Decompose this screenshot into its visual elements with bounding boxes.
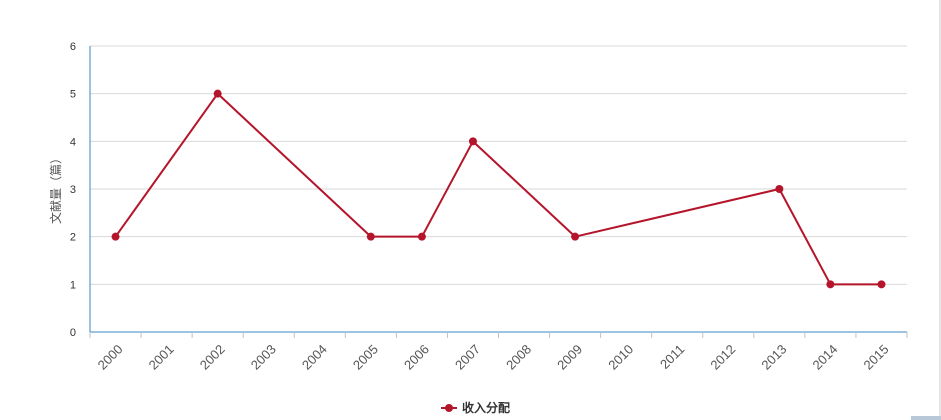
data-point[interactable] bbox=[417, 232, 426, 241]
axes bbox=[89, 46, 908, 338]
y-tick-label: 2 bbox=[70, 232, 76, 244]
x-tick-label: 2001 bbox=[146, 342, 177, 373]
x-tick-label: 2006 bbox=[401, 342, 432, 373]
x-tick-labels: 2000 2001 2002 2003 2004 2005 2006 2007 2008 2009… bbox=[95, 342, 892, 373]
x-tick-label: 2010 bbox=[605, 342, 636, 373]
y-tick-label: 3 bbox=[70, 184, 76, 196]
data-point[interactable] bbox=[111, 232, 120, 241]
legend[interactable]: 收入分配 bbox=[441, 400, 510, 415]
data-point[interactable] bbox=[571, 232, 580, 241]
y-tick-label: 1 bbox=[70, 279, 76, 291]
y-tick-label: 5 bbox=[70, 89, 76, 101]
x-tick-label: 2011 bbox=[657, 342, 687, 372]
y-tick-label: 4 bbox=[70, 136, 76, 148]
x-tick-label: 2002 bbox=[197, 342, 228, 373]
x-tick-label: 2013 bbox=[758, 342, 789, 373]
x-tick-label: 2003 bbox=[248, 342, 279, 373]
x-tick-label: 2015 bbox=[861, 342, 892, 373]
y-tick-label: 6 bbox=[70, 41, 76, 53]
data-point[interactable] bbox=[775, 185, 784, 193]
series-layer bbox=[111, 89, 886, 289]
data-point[interactable] bbox=[877, 280, 886, 289]
legend-marker-icon bbox=[445, 404, 453, 412]
x-tick-label: 2014 bbox=[809, 342, 840, 373]
corner-mark bbox=[911, 416, 941, 420]
x-tick-label: 2005 bbox=[350, 342, 381, 373]
data-point[interactable] bbox=[213, 89, 222, 98]
grid-lines bbox=[90, 45, 907, 285]
legend-label: 收入分配 bbox=[462, 400, 510, 415]
y-tick-label: 0 bbox=[70, 327, 76, 339]
y-axis-label: 文献量（篇） bbox=[48, 152, 63, 224]
right-border bbox=[939, 0, 941, 420]
x-tick-label: 2009 bbox=[554, 342, 585, 373]
x-tick-label: 2004 bbox=[299, 342, 330, 373]
x-tick-label: 2008 bbox=[503, 342, 534, 373]
data-point[interactable] bbox=[826, 280, 835, 289]
x-tick-label: 2012 bbox=[707, 342, 738, 373]
data-point[interactable] bbox=[366, 232, 375, 241]
x-tick-label: 2007 bbox=[452, 342, 483, 373]
y-tick-labels: 0 1 2 3 4 5 6 bbox=[70, 41, 76, 339]
x-tick-label: 2000 bbox=[95, 342, 126, 373]
data-point[interactable] bbox=[468, 137, 477, 146]
